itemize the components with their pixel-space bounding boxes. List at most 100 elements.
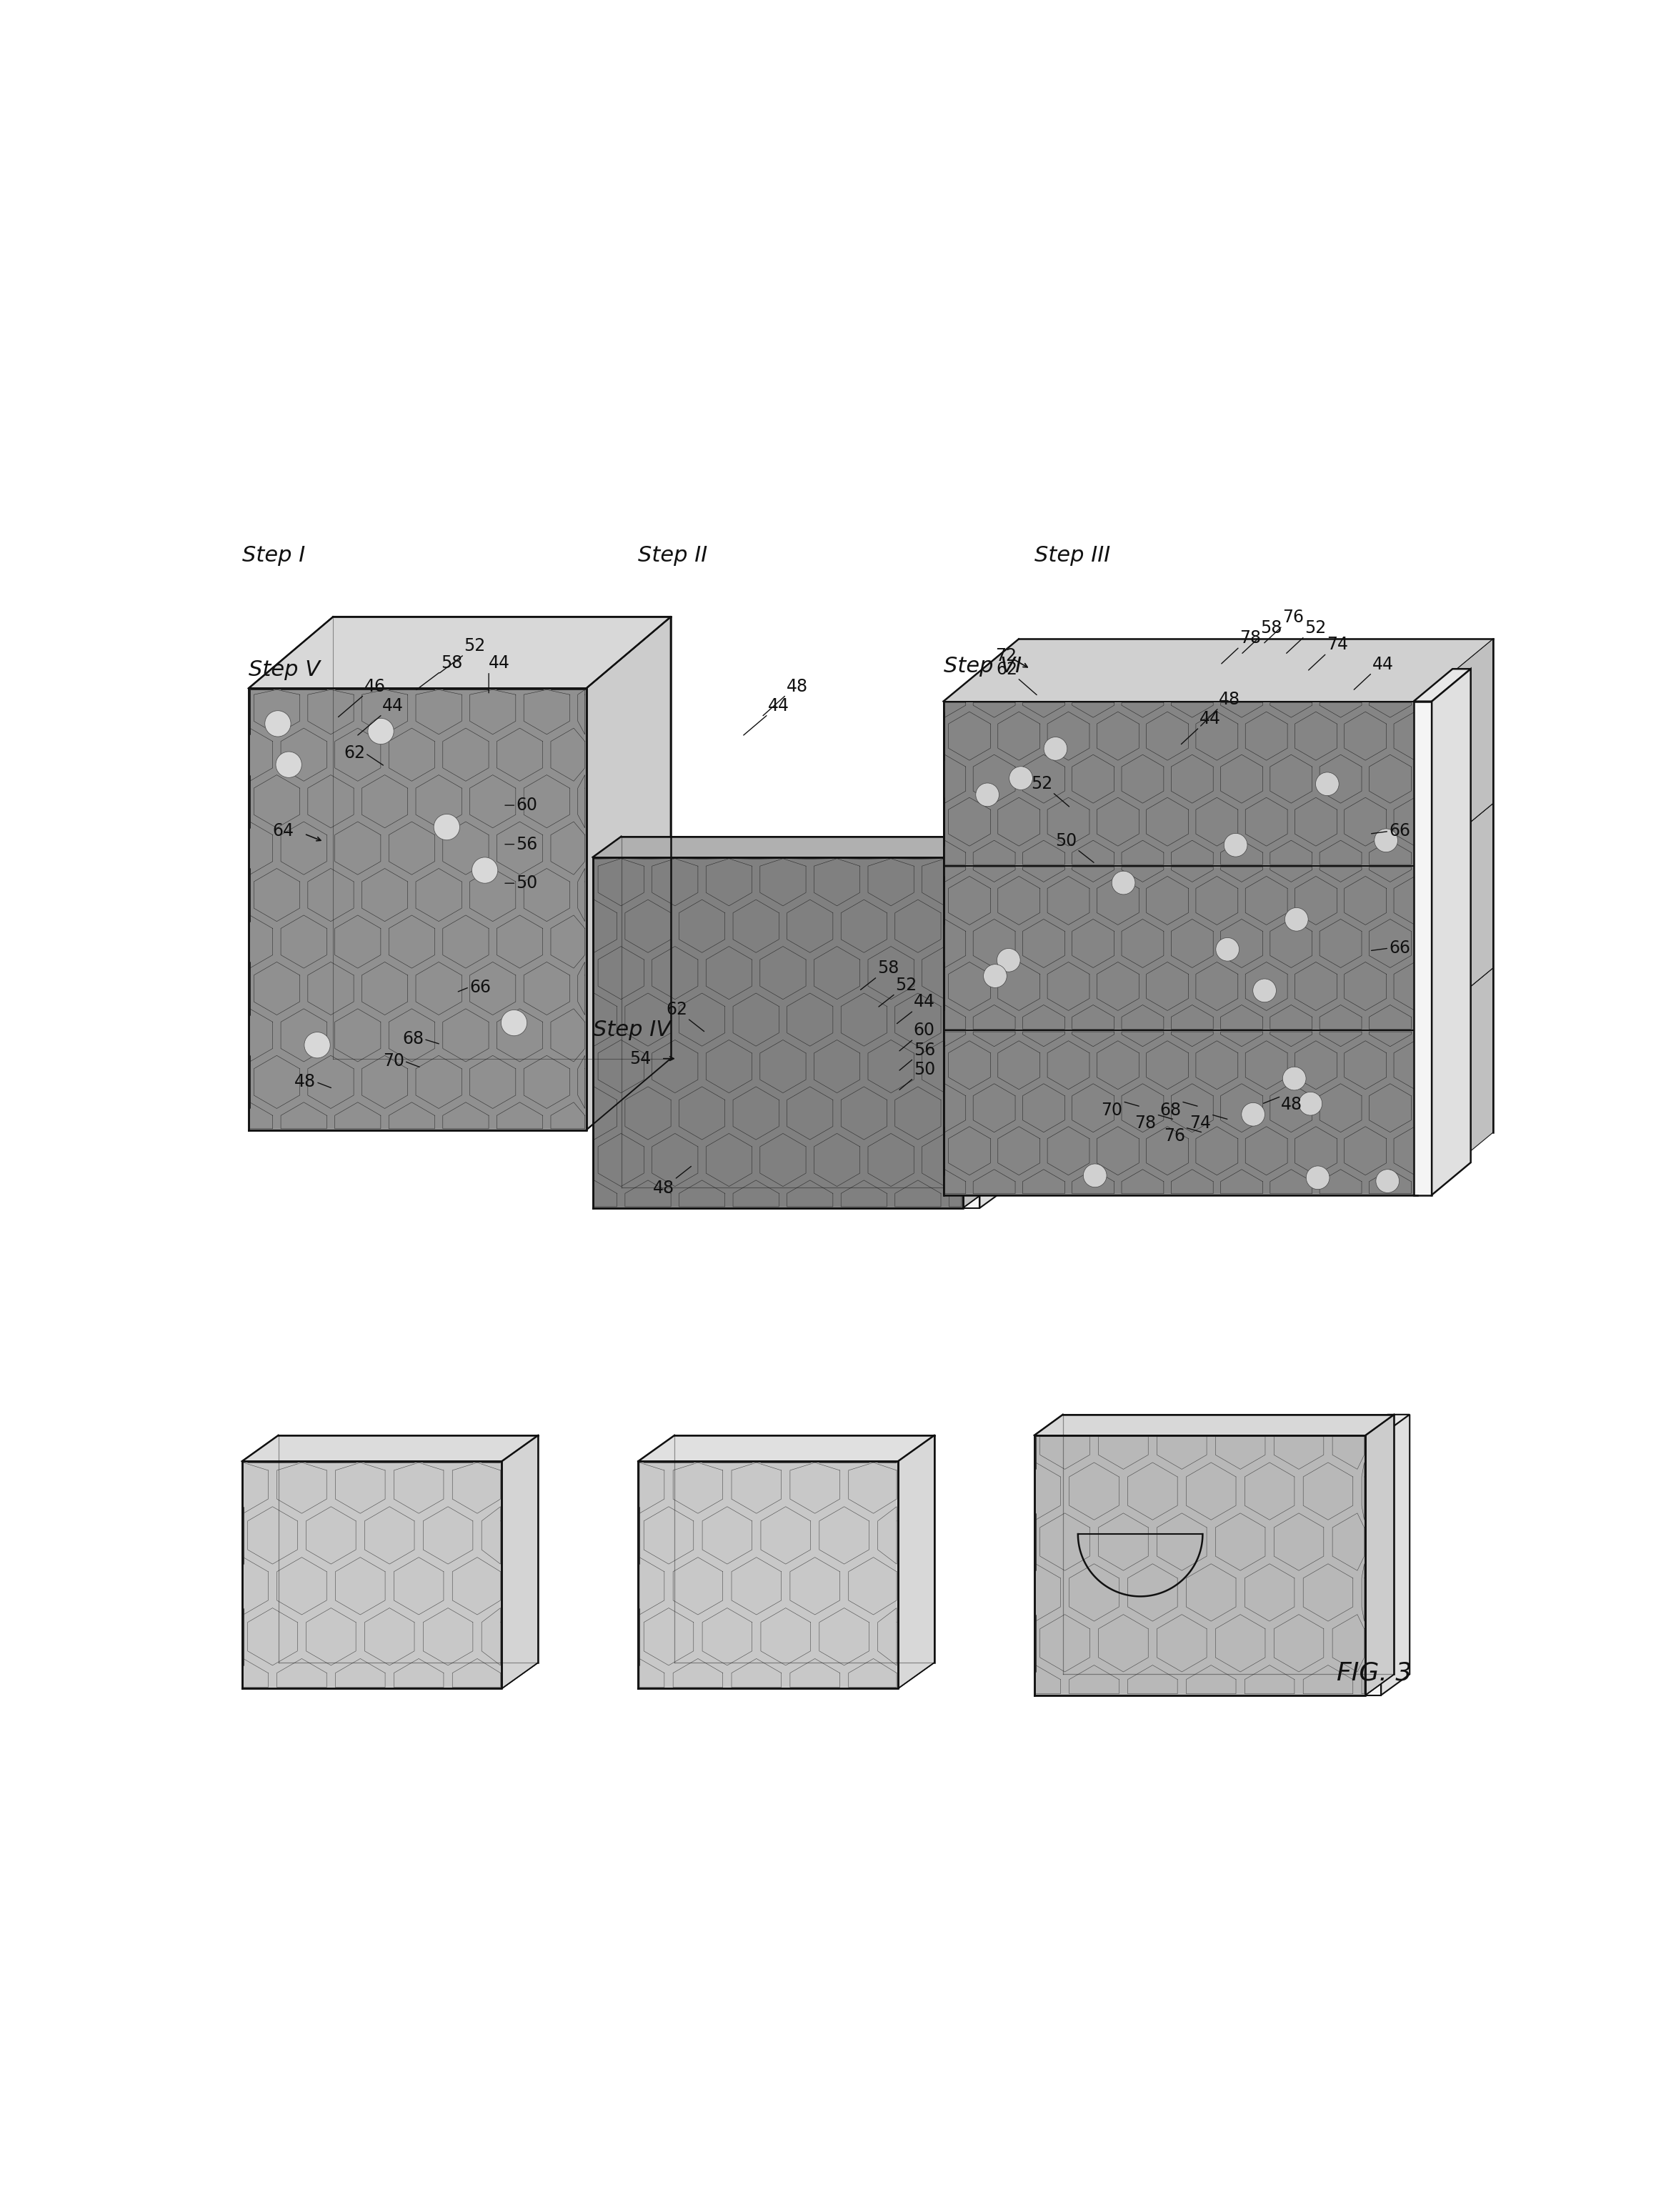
Circle shape xyxy=(1009,765,1032,790)
Text: 50: 50 xyxy=(1056,832,1078,849)
Text: Step II: Step II xyxy=(639,546,707,566)
Polygon shape xyxy=(1413,701,1431,1194)
Text: 60: 60 xyxy=(913,1022,935,1040)
Text: 78: 78 xyxy=(1240,630,1260,646)
Text: 64: 64 xyxy=(273,823,293,841)
Text: 76: 76 xyxy=(1163,1128,1185,1144)
Polygon shape xyxy=(944,969,1493,1031)
Circle shape xyxy=(1306,1166,1329,1190)
Polygon shape xyxy=(639,1436,934,1462)
Polygon shape xyxy=(1063,1413,1394,1674)
Polygon shape xyxy=(1034,1413,1394,1436)
Text: 68: 68 xyxy=(402,1031,424,1048)
Text: 52: 52 xyxy=(1031,774,1053,792)
Polygon shape xyxy=(241,1436,538,1462)
Text: Step IV: Step IV xyxy=(593,1020,670,1040)
Text: 62: 62 xyxy=(665,1002,687,1018)
Text: 44: 44 xyxy=(768,697,789,714)
Polygon shape xyxy=(1366,1413,1394,1694)
Text: 68: 68 xyxy=(1160,1102,1182,1119)
Text: 48: 48 xyxy=(1218,690,1240,708)
Text: 46: 46 xyxy=(364,677,385,695)
Polygon shape xyxy=(587,617,670,1130)
Circle shape xyxy=(1282,1066,1306,1091)
Text: 74: 74 xyxy=(1327,637,1348,653)
Polygon shape xyxy=(944,865,1418,1031)
Circle shape xyxy=(997,949,1021,971)
Text: 66: 66 xyxy=(1389,940,1410,958)
Polygon shape xyxy=(944,701,1418,865)
Circle shape xyxy=(1242,1104,1265,1126)
Polygon shape xyxy=(248,617,670,688)
Text: 56: 56 xyxy=(913,1042,935,1060)
Polygon shape xyxy=(1019,969,1493,1133)
Circle shape xyxy=(1316,772,1339,796)
Circle shape xyxy=(1223,834,1247,856)
Polygon shape xyxy=(1418,803,1493,1031)
Polygon shape xyxy=(944,1031,1418,1194)
Polygon shape xyxy=(1019,639,1493,803)
Polygon shape xyxy=(1431,668,1472,1194)
Text: 48: 48 xyxy=(1280,1097,1302,1113)
Polygon shape xyxy=(334,617,670,1060)
Polygon shape xyxy=(1359,1413,1410,1436)
Circle shape xyxy=(367,719,394,743)
Circle shape xyxy=(1215,938,1239,960)
Text: Step VI: Step VI xyxy=(944,657,1021,677)
Polygon shape xyxy=(1418,639,1493,865)
Circle shape xyxy=(1299,1093,1322,1115)
Text: Step I: Step I xyxy=(241,546,305,566)
Text: FIG. 3: FIG. 3 xyxy=(1337,1661,1413,1686)
Text: 44: 44 xyxy=(1200,710,1220,728)
Text: 58: 58 xyxy=(877,960,898,978)
Polygon shape xyxy=(248,688,587,1130)
Text: 52: 52 xyxy=(895,975,917,993)
Text: 58: 58 xyxy=(1260,619,1282,637)
Text: 48: 48 xyxy=(295,1073,317,1091)
Polygon shape xyxy=(959,836,1009,858)
Polygon shape xyxy=(1413,668,1472,701)
Circle shape xyxy=(1374,830,1398,852)
Circle shape xyxy=(473,858,498,883)
Text: 70: 70 xyxy=(1101,1102,1123,1119)
Text: 50: 50 xyxy=(913,1062,935,1077)
Text: 66: 66 xyxy=(469,978,491,995)
Polygon shape xyxy=(241,1462,501,1688)
Text: 48: 48 xyxy=(654,1179,674,1197)
Polygon shape xyxy=(501,1436,538,1688)
Circle shape xyxy=(1376,1170,1399,1192)
Text: Step III: Step III xyxy=(1034,546,1110,566)
Text: 56: 56 xyxy=(516,836,538,854)
Text: Step V: Step V xyxy=(248,659,320,681)
Circle shape xyxy=(501,1011,526,1035)
Text: 50: 50 xyxy=(516,874,538,891)
Circle shape xyxy=(1254,980,1275,1002)
Circle shape xyxy=(305,1033,330,1057)
Polygon shape xyxy=(944,803,1493,865)
Polygon shape xyxy=(639,1462,898,1688)
Polygon shape xyxy=(1381,1413,1410,1694)
Text: 44: 44 xyxy=(1373,655,1393,672)
Text: 60: 60 xyxy=(516,796,538,814)
Polygon shape xyxy=(622,836,992,1188)
Polygon shape xyxy=(980,836,1009,1208)
Text: 66: 66 xyxy=(1389,823,1410,841)
Polygon shape xyxy=(959,858,980,1208)
Polygon shape xyxy=(944,639,1493,701)
Polygon shape xyxy=(898,1436,934,1688)
Text: 72: 72 xyxy=(996,648,1017,664)
Circle shape xyxy=(1083,1164,1106,1188)
Polygon shape xyxy=(962,836,992,1208)
Polygon shape xyxy=(593,836,992,858)
Circle shape xyxy=(984,964,1007,989)
Polygon shape xyxy=(593,858,962,1208)
Polygon shape xyxy=(278,1436,538,1663)
Circle shape xyxy=(1111,872,1135,894)
Text: 44: 44 xyxy=(489,655,510,672)
Text: 52: 52 xyxy=(464,637,486,655)
Text: 58: 58 xyxy=(441,655,463,672)
Text: 74: 74 xyxy=(1190,1115,1212,1133)
Circle shape xyxy=(265,710,292,737)
Circle shape xyxy=(277,752,302,779)
Circle shape xyxy=(975,783,999,807)
